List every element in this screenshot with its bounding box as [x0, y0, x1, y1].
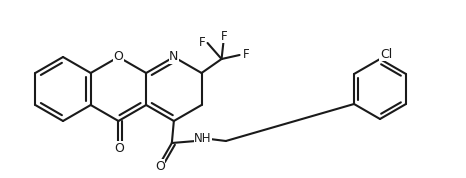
Text: F: F [243, 48, 250, 62]
Text: O: O [115, 142, 124, 155]
Text: N: N [169, 51, 178, 64]
Text: O: O [155, 160, 165, 173]
Text: Cl: Cl [380, 48, 392, 61]
Text: F: F [221, 30, 228, 43]
Text: NH: NH [194, 132, 212, 145]
Text: O: O [114, 51, 123, 64]
Text: F: F [199, 35, 206, 48]
